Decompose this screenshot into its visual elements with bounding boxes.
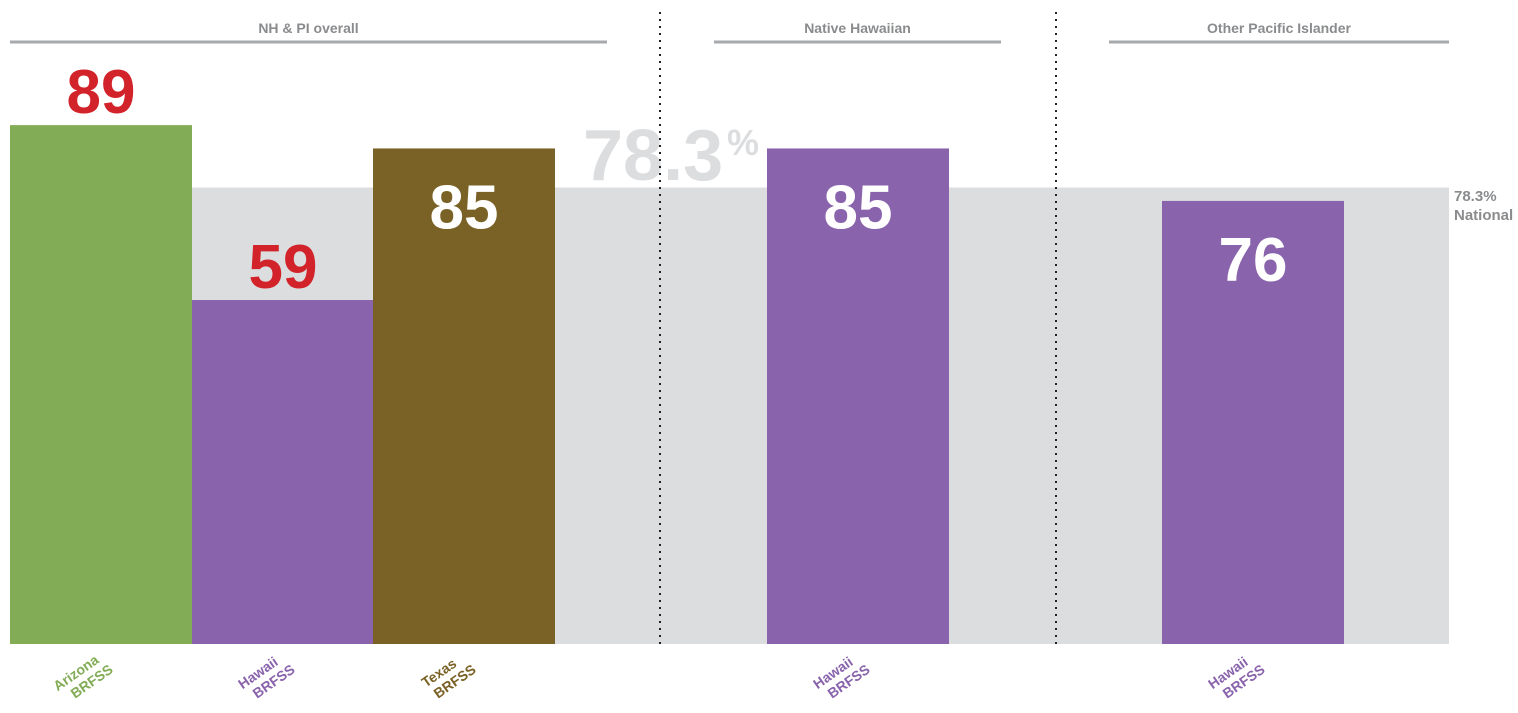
group-headers: NH & PI overall Native Hawaiian Other Paci… [10,20,1449,44]
national-reference-side-label-text: National [1454,207,1513,224]
national-reference-big-label-suffix: % [727,122,759,163]
national-reference-side-label-value: 78.3% [1454,188,1497,205]
bar-3-value-label: 85 [430,173,499,242]
bar-2 [192,300,374,644]
bar-3 [373,148,555,644]
bar-1 [10,125,192,644]
bars: 89 59 85 85 76 [10,58,1344,645]
group-dividers [659,12,1057,644]
bar-4 [767,148,949,644]
bar-2-value-label: 59 [249,233,318,302]
group-header-label-2: Native Hawaiian [804,20,911,36]
national-reference-big-label: 78.3 [583,116,723,196]
bar-1-value-label: 89 [67,58,136,127]
group-header-label-1: NH & PI overall [258,20,358,36]
group-header-label-3: Other Pacific Islander [1207,20,1351,36]
bar-5-value-label: 76 [1219,226,1288,295]
bar-4-value-label: 85 [824,173,893,242]
bar-5 [1162,200,1344,645]
